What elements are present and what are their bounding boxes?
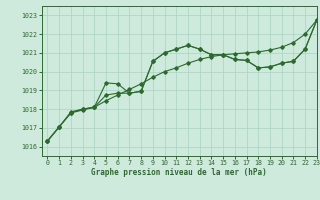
- X-axis label: Graphe pression niveau de la mer (hPa): Graphe pression niveau de la mer (hPa): [91, 168, 267, 177]
